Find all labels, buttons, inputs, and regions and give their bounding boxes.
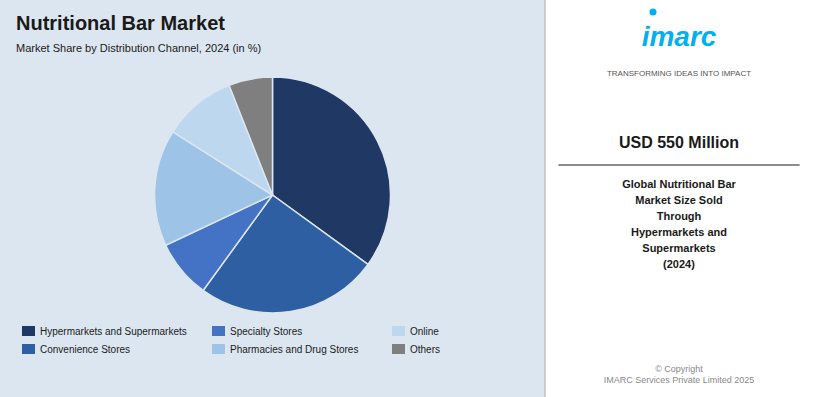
- legend-label: Others: [410, 344, 440, 355]
- headline-value: USD 550 Million: [619, 134, 739, 151]
- panel-background: [545, 0, 813, 397]
- legend-label: Specialty Stores: [230, 326, 302, 337]
- legend-item: Others: [392, 344, 440, 355]
- pie-slice: [229, 77, 272, 195]
- text-line: Supermarkets: [642, 242, 715, 254]
- pie: [154, 77, 390, 313]
- legend-label: Hypermarkets and Supermarkets: [40, 326, 187, 337]
- text-line: © Copyright: [655, 364, 703, 374]
- logo: imarc: [642, 21, 717, 52]
- legend-item: Specialty Stores: [212, 326, 302, 337]
- subtitle: Market Share by Distribution Channel, 20…: [16, 42, 261, 54]
- legend-label: Pharmacies and Drug Stores: [230, 344, 358, 355]
- description: Global Nutritional Bar Market Size Sold Th…: [622, 178, 736, 270]
- copyright: © CopyrightIMARC Services Private Limite…: [604, 364, 755, 385]
- legend-swatch: [392, 326, 405, 336]
- text-line: IMARC Services Private Limited 2025: [604, 375, 755, 385]
- text-line: Market Size Sold: [635, 194, 722, 206]
- background: [0, 0, 813, 397]
- legend-label: Convenience Stores: [40, 344, 130, 355]
- legend-swatch: [212, 344, 225, 354]
- divider: [558, 164, 799, 165]
- legend-item: Convenience Stores: [22, 344, 130, 355]
- text-line: Through: [657, 210, 702, 222]
- text-line: Global Nutritional Bar: [622, 178, 736, 190]
- separator: [544, 0, 546, 397]
- side-panel: imarc TRANSFORMING IDEAS INTO IMPACT USD 5…: [545, 0, 813, 397]
- legend-label: Online: [410, 326, 439, 337]
- chart: Nutritional Bar Market Market Share by Di…: [0, 0, 813, 397]
- legend-swatch: [212, 326, 225, 336]
- text-line: Hypermarkets and: [631, 226, 727, 238]
- legend-item: Online: [392, 326, 439, 337]
- text-line: (2024): [663, 258, 695, 270]
- legend-swatch: [22, 326, 35, 336]
- legend: Hypermarkets and Supermarkets Convenience…: [22, 326, 440, 355]
- tagline: TRANSFORMING IDEAS INTO IMPACT: [607, 69, 751, 78]
- title: Nutritional Bar Market: [16, 12, 225, 34]
- legend-item: Hypermarkets and Supermarkets: [22, 326, 187, 337]
- logo-dot: [650, 9, 657, 16]
- legend-swatch: [22, 344, 35, 354]
- legend-item: Pharmacies and Drug Stores: [212, 344, 358, 355]
- legend-swatch: [392, 344, 405, 354]
